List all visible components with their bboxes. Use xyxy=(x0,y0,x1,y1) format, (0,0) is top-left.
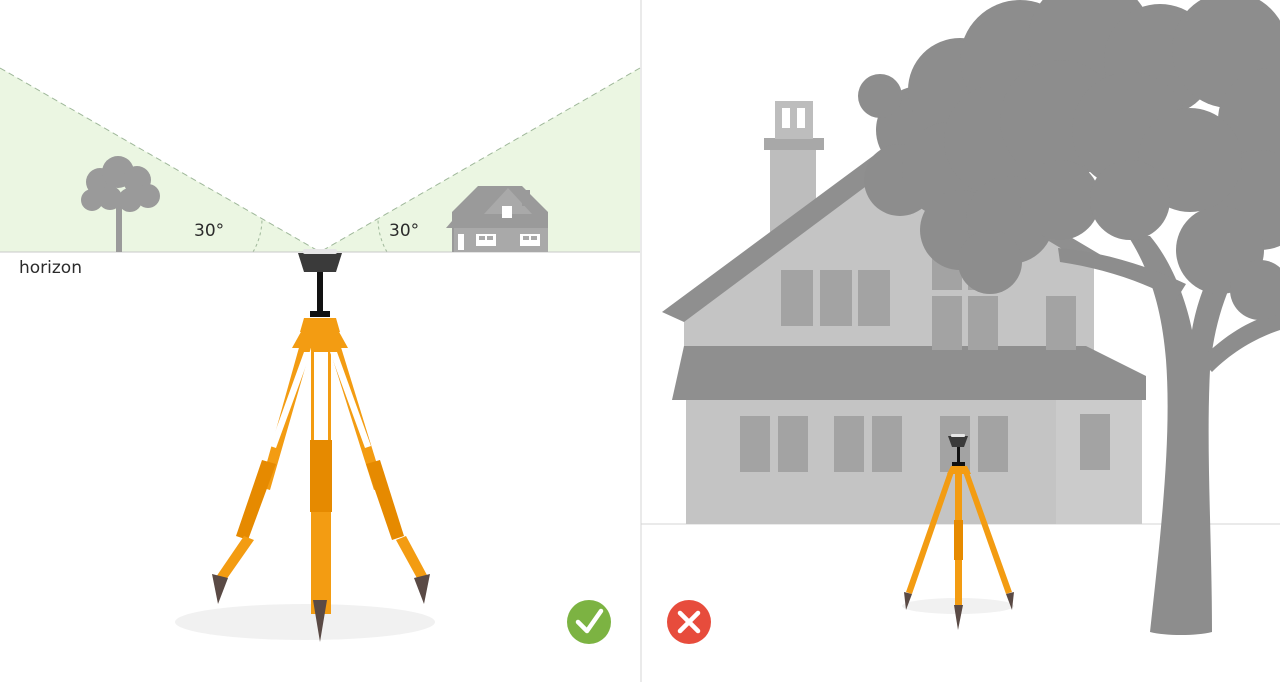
angle-label-left: 30° xyxy=(194,221,224,241)
right-panel xyxy=(641,0,1280,644)
large-tree-icon xyxy=(858,0,1280,635)
small-house-icon xyxy=(446,186,548,252)
small-tripod-icon xyxy=(902,434,1014,630)
small-tree-icon xyxy=(81,156,160,252)
angle-arc-right xyxy=(377,217,388,253)
horizon-label: horizon xyxy=(19,258,82,278)
gnss-receiver-icon xyxy=(298,249,342,317)
check-icon xyxy=(567,600,611,644)
mask-line-left xyxy=(0,67,321,253)
tripod-icon xyxy=(212,318,430,642)
mask-line-right xyxy=(319,67,641,253)
angle-label-right: 30° xyxy=(389,221,419,241)
left-panel: 30° 30° horizon xyxy=(0,67,641,644)
cross-icon xyxy=(667,600,711,644)
tripod-shadow xyxy=(175,604,435,640)
angle-arc-left xyxy=(252,217,263,253)
